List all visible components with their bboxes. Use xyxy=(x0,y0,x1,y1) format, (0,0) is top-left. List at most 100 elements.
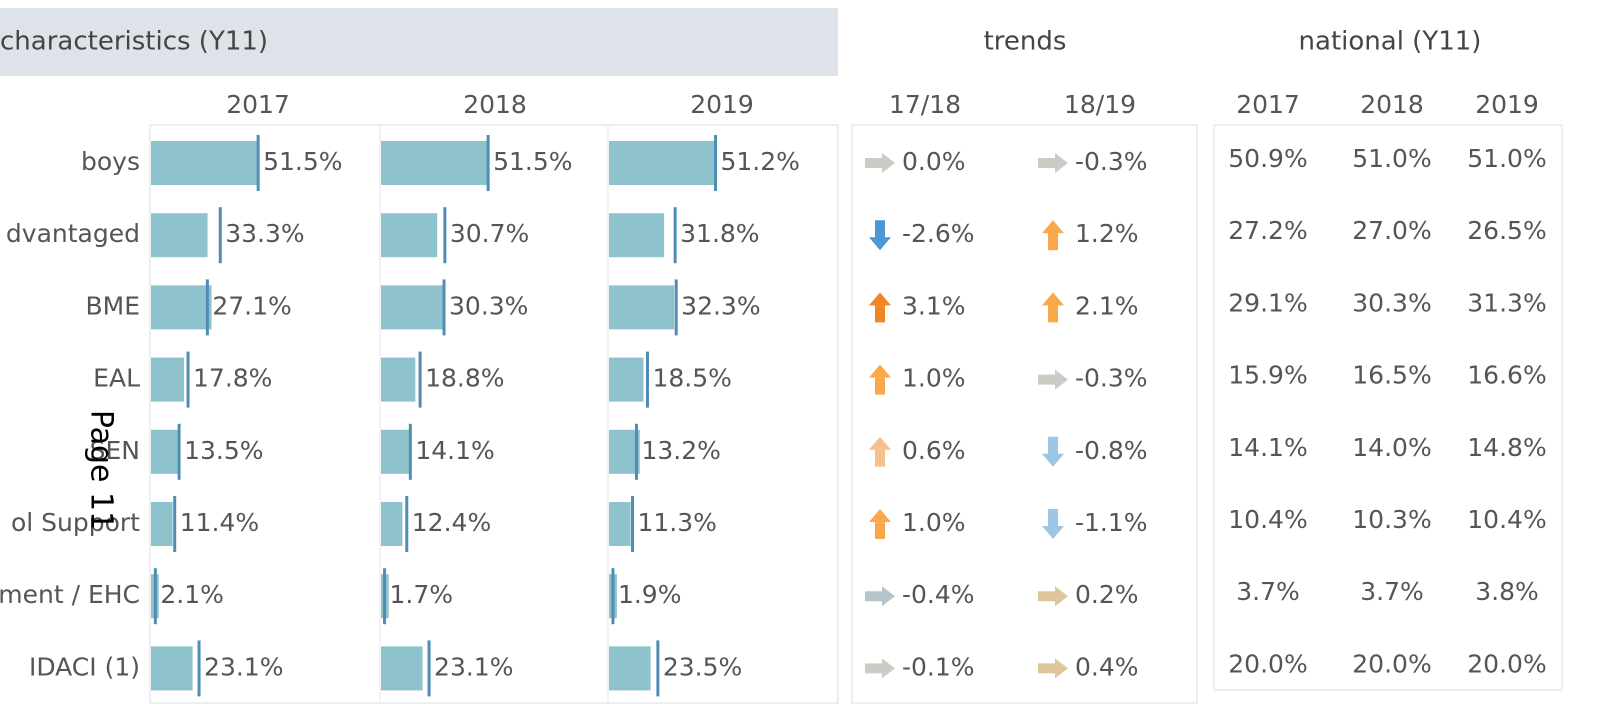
national-value: 14.0% xyxy=(1352,433,1431,462)
national-value: 26.5% xyxy=(1467,216,1546,245)
trend-label: -0.1% xyxy=(902,652,975,681)
value-label: 11.3% xyxy=(638,508,717,537)
value-label: 13.2% xyxy=(641,436,720,465)
column-header: 2018 xyxy=(1360,90,1424,119)
trends-title: trends xyxy=(984,27,1067,57)
trend-label: 0.4% xyxy=(1075,652,1139,681)
row-label: SEN xyxy=(90,436,140,465)
row-label: IDACI (1) xyxy=(29,652,140,681)
national-bar xyxy=(381,357,416,402)
column-header: 18/19 xyxy=(1064,90,1136,119)
trend-label: -0.8% xyxy=(1075,436,1148,465)
column-header: 2017 xyxy=(1236,90,1300,119)
national-value: 3.7% xyxy=(1236,577,1300,606)
trend-arrow xyxy=(1042,292,1064,323)
national-value: 51.0% xyxy=(1467,144,1546,173)
row-label: boys xyxy=(81,147,140,176)
national-bar xyxy=(609,646,651,691)
national-value: 27.2% xyxy=(1228,216,1307,245)
trend-label: 1.2% xyxy=(1075,219,1139,248)
national-bar xyxy=(151,357,185,402)
column-header: 2018 xyxy=(463,90,527,119)
trend-arrow xyxy=(865,658,895,679)
national-bar xyxy=(151,429,181,474)
national-title: national (Y11) xyxy=(1299,27,1482,57)
value-label: 30.3% xyxy=(449,291,528,320)
trend-label: 1.0% xyxy=(902,364,966,393)
national-bar xyxy=(381,141,488,185)
trend-arrow xyxy=(869,220,891,251)
trend-label: 2.1% xyxy=(1075,291,1139,320)
value-label: 14.1% xyxy=(415,436,494,465)
title: characteristics (Y11) xyxy=(0,27,268,57)
value-label: 17.8% xyxy=(193,364,272,393)
national-value: 10.3% xyxy=(1352,505,1431,534)
row-label: EAL xyxy=(93,364,140,393)
national-bar xyxy=(151,502,173,546)
national-bar xyxy=(381,285,445,330)
value-label: 23.1% xyxy=(434,652,513,681)
column-header: 2017 xyxy=(226,90,290,119)
national-bar xyxy=(609,213,665,258)
row-label: BME xyxy=(85,291,140,320)
national-value: 31.3% xyxy=(1467,288,1546,317)
trend-label: 0.2% xyxy=(1075,580,1139,609)
trend-label: 1.0% xyxy=(902,508,966,537)
value-label: 51.5% xyxy=(493,147,572,176)
trend-arrow xyxy=(865,153,895,173)
national-bar xyxy=(609,141,716,185)
national-value: 10.4% xyxy=(1467,505,1546,534)
national-bar xyxy=(381,502,403,546)
national-value: 50.9% xyxy=(1228,144,1307,173)
trend-arrow xyxy=(1042,436,1064,467)
national-bar xyxy=(381,213,438,258)
national-bar xyxy=(609,502,631,546)
row-label: ol Support xyxy=(11,508,140,537)
trend-arrow xyxy=(1038,658,1068,679)
column-header: 17/18 xyxy=(889,90,961,119)
national-bar xyxy=(151,646,193,691)
national-value: 10.4% xyxy=(1228,505,1307,534)
national-bar xyxy=(381,429,411,474)
row-label: dvantaged xyxy=(6,219,140,248)
national-bar xyxy=(609,357,644,402)
national-value: 14.1% xyxy=(1228,433,1307,462)
trend-arrow xyxy=(1038,369,1068,390)
value-label: 18.8% xyxy=(425,364,504,393)
national-value: 20.0% xyxy=(1352,649,1431,678)
national-bar xyxy=(609,429,640,474)
trend-label: -2.6% xyxy=(902,219,975,248)
value-label: 11.4% xyxy=(180,508,259,537)
page-overlay: Page 11 xyxy=(84,410,119,530)
national-value: 51.0% xyxy=(1352,144,1431,173)
national-bar xyxy=(151,213,208,258)
value-label: 2.1% xyxy=(160,580,224,609)
national-value: 30.3% xyxy=(1352,288,1431,317)
trend-label: -0.3% xyxy=(1075,364,1148,393)
school-panel xyxy=(149,124,839,704)
national-value: 16.5% xyxy=(1352,361,1431,390)
value-label: 27.1% xyxy=(212,291,291,320)
value-label: 23.1% xyxy=(204,652,283,681)
trend-label: 0.6% xyxy=(902,436,966,465)
value-label: 32.3% xyxy=(681,291,760,320)
row-label: ment / EHC xyxy=(0,580,140,609)
national-value: 3.7% xyxy=(1360,577,1424,606)
national-bar xyxy=(151,141,257,185)
national-value: 3.8% xyxy=(1475,577,1539,606)
trend-label: -1.1% xyxy=(1075,508,1148,537)
national-value: 20.0% xyxy=(1228,649,1307,678)
value-label: 1.7% xyxy=(390,580,454,609)
value-label: 51.2% xyxy=(720,147,799,176)
value-label: 31.8% xyxy=(680,219,759,248)
national-panel xyxy=(1213,124,1563,691)
value-label: 23.5% xyxy=(663,652,742,681)
trend-arrow xyxy=(869,509,891,539)
trend-arrow xyxy=(1042,509,1064,539)
trends-panel xyxy=(851,124,1198,704)
national-value: 14.8% xyxy=(1467,433,1546,462)
trend-arrow xyxy=(1038,153,1068,173)
national-bar xyxy=(151,285,212,330)
value-label: 33.3% xyxy=(225,219,304,248)
